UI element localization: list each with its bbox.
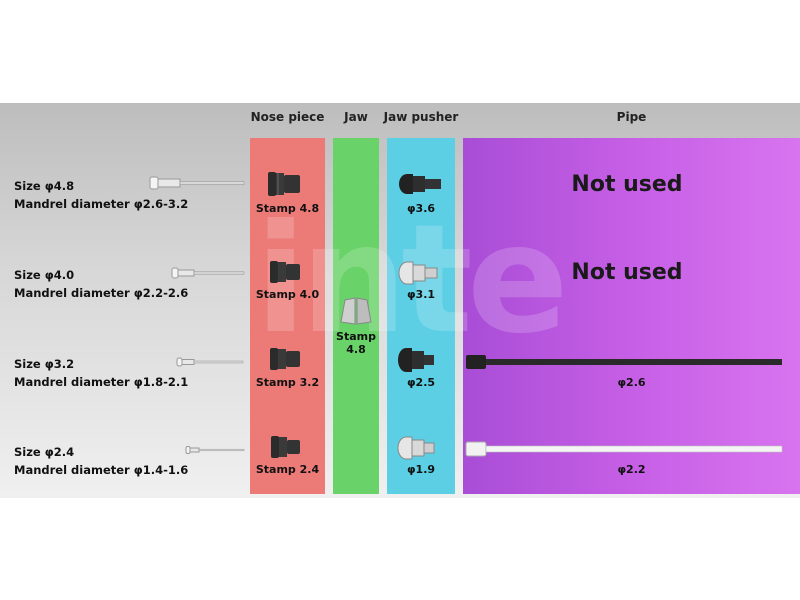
mandrel-label: Mandrel diameter φ2.6-3.2 [14,197,189,211]
pusher-size-label: φ1.9 [406,463,436,476]
header-pipe: Pipe [616,110,647,124]
jaw-stamp-label: Stamp 4.8 [333,330,379,356]
row-2-label: Size φ4.0 Mandrel diameter φ2.2-2.6 [14,266,188,302]
jaw-stamp-line-2: 4.8 [346,343,366,356]
rivet-image [149,176,245,190]
pipe-size-label: φ2.2 [617,463,646,476]
jaw-pusher-column [387,138,455,494]
rivet-image [185,446,245,454]
pusher-size-label: φ3.6 [406,202,436,215]
header-jaw-pusher: Jaw pusher [383,110,459,124]
nose-stamp-label: Stamp 3.2 [255,376,320,389]
nose-piece-column [250,138,325,494]
jaw-pusher-image [399,174,441,194]
row-1-label: Size φ4.8 Mandrel diameter φ2.6-3.2 [14,177,188,213]
pipe-not-used-label: Not used [571,260,683,285]
size-label: Size φ4.0 [14,268,75,282]
nose-stamp-label: Stamp 4.0 [255,288,320,301]
pipe-size-label: φ2.6 [617,376,646,389]
jaw-image [340,297,372,325]
jaw-pusher-image [397,436,435,460]
jaw-pusher-image [398,261,438,285]
jaw-column [333,138,379,494]
pusher-size-label: φ2.5 [406,376,436,389]
jaw-stamp-line-1: Stamp [336,330,376,343]
pipe-image [466,355,782,369]
nose-stamp-label: Stamp 2.4 [255,463,320,476]
mandrel-label: Mandrel diameter φ1.8-2.1 [14,375,189,389]
nose-piece-image [268,172,300,196]
nose-piece-image [270,348,300,370]
nose-piece-image [271,436,300,458]
jaw-pusher-image [398,348,434,372]
nose-piece-image [270,261,300,283]
row-4-label: Size φ2.4 Mandrel diameter φ1.4-1.6 [14,443,188,479]
pipe-image [465,441,783,457]
header-nose-piece: Nose piece [250,110,325,124]
header-jaw: Jaw [344,110,368,124]
size-label: Size φ3.2 [14,357,75,371]
size-label: Size φ4.8 [14,179,75,193]
pusher-size-label: φ3.1 [406,288,436,301]
rivet-image [171,267,245,279]
mandrel-label: Mandrel diameter φ1.4-1.6 [14,463,189,477]
size-label: Size φ2.4 [14,445,75,459]
rivet-image [176,357,244,367]
pipe-not-used-label: Not used [571,172,683,197]
nose-stamp-label: Stamp 4.8 [255,202,320,215]
mandrel-label: Mandrel diameter φ2.2-2.6 [14,286,189,300]
pipe-column [463,138,800,494]
row-3-label: Size φ3.2 Mandrel diameter φ1.8-2.1 [14,355,188,391]
